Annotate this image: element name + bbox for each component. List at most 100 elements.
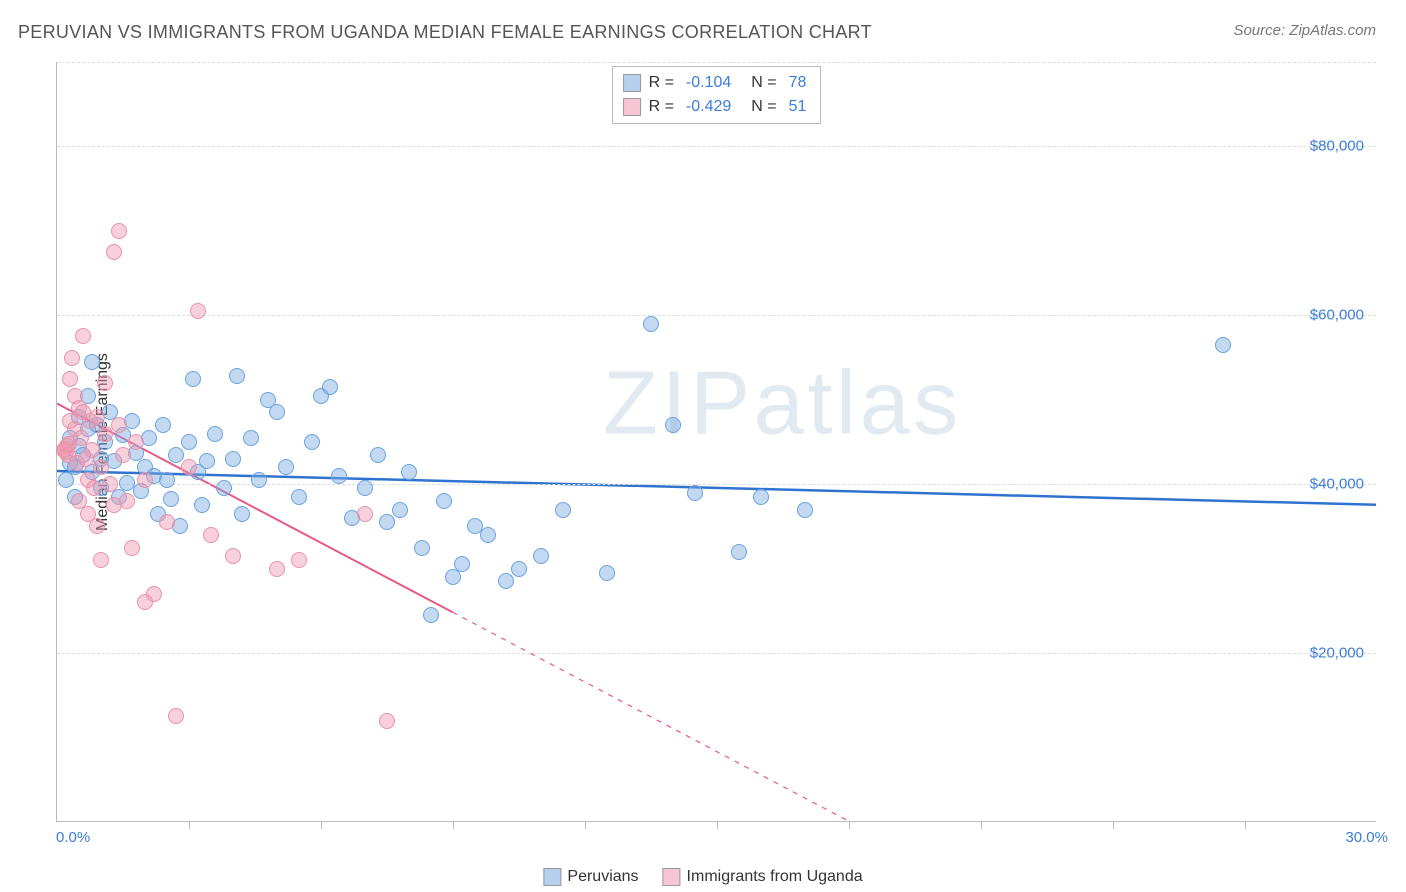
legend-swatch (623, 98, 641, 116)
scatter-point (124, 540, 140, 556)
x-tick (1245, 821, 1246, 829)
chart-title: PERUVIAN VS IMMIGRANTS FROM UGANDA MEDIA… (18, 22, 872, 43)
scatter-point (181, 459, 197, 475)
scatter-point (111, 223, 127, 239)
scatter-point (357, 480, 373, 496)
legend-n-value: 51 (789, 95, 807, 119)
x-tick (1113, 821, 1114, 829)
scatter-point (304, 434, 320, 450)
scatter-point (84, 442, 100, 458)
scatter-point (216, 480, 232, 496)
scatter-point (379, 514, 395, 530)
legend-row: R =-0.104N =78 (623, 71, 811, 95)
x-axis-min: 0.0% (56, 829, 90, 846)
gridline (57, 62, 1376, 63)
x-tick (981, 821, 982, 829)
legend-swatch (663, 868, 681, 886)
scatter-point (75, 328, 91, 344)
legend-swatch (623, 74, 641, 92)
scatter-point (93, 552, 109, 568)
scatter-point (357, 506, 373, 522)
scatter-point (797, 502, 813, 518)
scatter-point (454, 556, 470, 572)
scatter-point (234, 506, 250, 522)
scatter-point (436, 493, 452, 509)
scatter-point (555, 502, 571, 518)
y-tick-label: $20,000 (1310, 645, 1364, 662)
scatter-point (115, 447, 131, 463)
scatter-point (1215, 337, 1231, 353)
gridline (57, 315, 1376, 316)
x-axis-max: 30.0% (1345, 829, 1388, 846)
scatter-point (181, 434, 197, 450)
scatter-point (498, 573, 514, 589)
legend-r-value: -0.429 (686, 95, 731, 119)
scatter-point (401, 464, 417, 480)
scatter-point (86, 480, 102, 496)
scatter-point (379, 713, 395, 729)
correlation-legend: R = -0.104 N = 78R = -0.429 N = 51 (612, 66, 822, 124)
legend-item: Peruvians (543, 868, 638, 886)
scatter-point (731, 544, 747, 560)
gridline (57, 146, 1376, 147)
scatter-point (269, 561, 285, 577)
watermark: ZIPatlas (603, 352, 962, 455)
legend-n-label: N = (751, 71, 776, 95)
scatter-point (687, 485, 703, 501)
scatter-point (128, 434, 144, 450)
gridline (57, 653, 1376, 654)
x-tick (717, 821, 718, 829)
series-legend: Peruvians Immigrants from Uganda (543, 868, 862, 886)
legend-swatch (543, 868, 561, 886)
scatter-point (203, 527, 219, 543)
y-tick-label: $40,000 (1310, 476, 1364, 493)
x-tick (453, 821, 454, 829)
scatter-point (159, 514, 175, 530)
legend-n-value: 78 (789, 71, 807, 95)
x-tick (849, 821, 850, 829)
scatter-point (753, 489, 769, 505)
scatter-point (84, 354, 100, 370)
legend-r-label: R = (649, 95, 674, 119)
scatter-point (392, 502, 408, 518)
scatter-point (243, 430, 259, 446)
scatter-point (185, 371, 201, 387)
scatter-point (229, 368, 245, 384)
scatter-point (423, 607, 439, 623)
scatter-point (93, 459, 109, 475)
scatter-point (163, 491, 179, 507)
scatter-point (97, 375, 113, 391)
scatter-point (64, 350, 80, 366)
scatter-point (414, 540, 430, 556)
scatter-point (665, 417, 681, 433)
legend-r-value: -0.104 (686, 71, 731, 95)
legend-n-label: N = (751, 95, 776, 119)
scatter-point (168, 708, 184, 724)
scatter-point (146, 586, 162, 602)
legend-row: R = -0.429 N = 51 (623, 95, 811, 119)
x-tick (585, 821, 586, 829)
scatter-point (119, 493, 135, 509)
scatter-point (89, 409, 105, 425)
source-label: Source: ZipAtlas.com (1233, 22, 1376, 39)
scatter-point (291, 489, 307, 505)
scatter-point (155, 417, 171, 433)
scatter-point (137, 472, 153, 488)
scatter-point (207, 426, 223, 442)
scatter-point (225, 548, 241, 564)
x-tick (321, 821, 322, 829)
scatter-point (370, 447, 386, 463)
scatter-point (643, 316, 659, 332)
x-tick (189, 821, 190, 829)
scatter-point (106, 244, 122, 260)
scatter-point (159, 472, 175, 488)
scatter-point (511, 561, 527, 577)
chart-container: Median Female Earnings ZIPatlas R =-0.10… (18, 62, 1388, 822)
scatter-point (62, 371, 78, 387)
scatter-point (194, 497, 210, 513)
scatter-point (89, 518, 105, 534)
legend-item: Immigrants from Uganda (663, 868, 863, 886)
scatter-point (322, 379, 338, 395)
scatter-point (111, 417, 127, 433)
scatter-point (533, 548, 549, 564)
